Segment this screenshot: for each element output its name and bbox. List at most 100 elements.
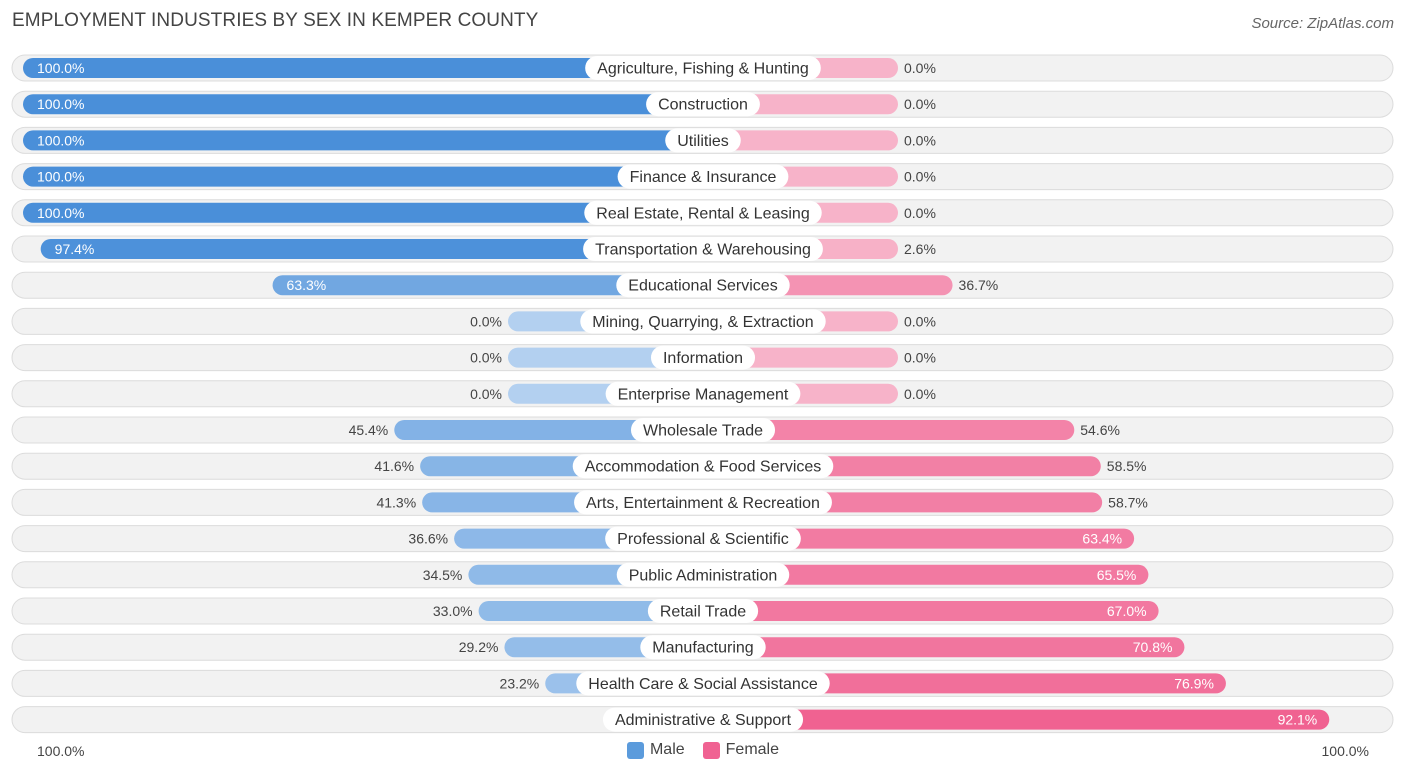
category-label-pill bbox=[647, 599, 759, 623]
chart-title: EMPLOYMENT INDUSTRIES BY SEX IN KEMPER C… bbox=[12, 10, 539, 31]
male-value-label: 45.4% bbox=[349, 422, 389, 438]
female-value-label: 54.6% bbox=[1080, 422, 1120, 438]
female-value-label: 0.0% bbox=[904, 96, 936, 112]
male-bar bbox=[478, 601, 703, 621]
category-label: Wholesale Trade bbox=[643, 423, 763, 440]
female-value-label: 0.0% bbox=[904, 169, 936, 185]
female-value-label: 36.7% bbox=[959, 277, 999, 293]
category-label: Finance & Insurance bbox=[630, 169, 777, 186]
category-label: Information bbox=[663, 350, 743, 367]
male-bar bbox=[23, 58, 703, 78]
female-value-label: 67.0% bbox=[1107, 603, 1147, 619]
category-label-pill bbox=[617, 164, 789, 189]
category-label-pill bbox=[585, 56, 821, 80]
female-value-label: 0.0% bbox=[904, 386, 936, 402]
male-bar bbox=[23, 166, 703, 187]
male-bar bbox=[23, 202, 703, 223]
female-value-label: 58.5% bbox=[1107, 458, 1147, 474]
source-note: Source: ZipAtlas.com bbox=[1251, 15, 1394, 32]
axis-left-label: 100.0% bbox=[37, 743, 85, 759]
male-value-label: 41.3% bbox=[376, 494, 416, 510]
category-label-pill bbox=[665, 128, 741, 153]
female-bar bbox=[703, 601, 1159, 621]
female-value-label: 70.8% bbox=[1133, 639, 1173, 655]
category-label-pill bbox=[583, 237, 823, 261]
category-label: Arts, Entertainment & Recreation bbox=[586, 495, 820, 512]
axis-right-label: 100.0% bbox=[1321, 743, 1369, 759]
category-label: Professional & Scientific bbox=[617, 531, 789, 548]
male-value-label: 36.6% bbox=[408, 531, 448, 547]
category-label-pill bbox=[584, 200, 822, 225]
male-value-label: 100.0% bbox=[37, 169, 84, 185]
category-label-pill bbox=[630, 418, 776, 442]
category-label-pill bbox=[616, 273, 790, 298]
male-bar bbox=[23, 130, 703, 151]
legend-female-label: Female bbox=[725, 741, 780, 758]
male-value-label: 0.0% bbox=[470, 313, 502, 329]
category-label: Public Administration bbox=[629, 567, 778, 584]
legend: Male Female bbox=[0, 741, 1406, 759]
category-label-pill bbox=[574, 490, 832, 515]
legend-item-male: Male bbox=[626, 741, 685, 759]
legend-item-female: Female bbox=[702, 741, 780, 759]
legend-male-swatch bbox=[626, 741, 644, 759]
female-value-label: 92.1% bbox=[1278, 712, 1318, 728]
category-label-pill bbox=[605, 381, 801, 406]
female-value-label: 0.0% bbox=[904, 60, 936, 76]
female-value-label: 2.6% bbox=[904, 241, 936, 257]
male-bar bbox=[394, 420, 703, 440]
category-label: Manufacturing bbox=[652, 640, 753, 657]
female-value-label: 58.7% bbox=[1108, 494, 1148, 510]
female-value-label: 65.5% bbox=[1097, 567, 1137, 583]
female-bar bbox=[703, 528, 1135, 549]
category-label-pill bbox=[572, 454, 834, 479]
female-bar bbox=[703, 637, 1185, 658]
legend-male-label: Male bbox=[649, 741, 685, 758]
category-label-pill bbox=[605, 526, 801, 551]
male-value-label: 100.0% bbox=[37, 205, 84, 221]
category-label: Utilities bbox=[677, 133, 729, 150]
female-value-label: 0.0% bbox=[904, 205, 936, 221]
category-label: Transportation & Warehousing bbox=[595, 242, 811, 259]
male-value-label: 100.0% bbox=[37, 96, 84, 112]
category-label: Health Care & Social Assistance bbox=[588, 676, 818, 693]
male-bar bbox=[272, 275, 703, 296]
female-bar bbox=[703, 130, 898, 151]
category-label: Enterprise Management bbox=[618, 386, 789, 403]
male-value-label: 23.2% bbox=[500, 675, 540, 691]
male-value-label: 0.0% bbox=[470, 350, 502, 366]
category-label-pill bbox=[602, 707, 804, 732]
male-value-label: 41.6% bbox=[374, 458, 414, 474]
female-bar bbox=[703, 673, 1226, 694]
female-bar bbox=[703, 420, 1075, 440]
category-label-pill bbox=[650, 345, 756, 370]
female-value-label: 0.0% bbox=[904, 313, 936, 329]
male-bar bbox=[23, 94, 703, 115]
male-value-label: 100.0% bbox=[37, 132, 84, 148]
female-bar bbox=[703, 564, 1149, 585]
category-label: Mining, Quarrying, & Extraction bbox=[592, 314, 813, 331]
male-value-label: 29.2% bbox=[459, 639, 499, 655]
female-value-label: 63.4% bbox=[1082, 531, 1122, 547]
legend-female-swatch bbox=[702, 741, 720, 759]
male-bar bbox=[40, 239, 704, 259]
female-bar bbox=[703, 709, 1330, 730]
male-value-label: 97.4% bbox=[55, 241, 95, 257]
male-value-label: 0.0% bbox=[470, 386, 502, 402]
female-value-label: 0.0% bbox=[904, 350, 936, 366]
male-value-label: 34.5% bbox=[423, 567, 463, 583]
category-label: Real Estate, Rental & Leasing bbox=[596, 205, 809, 222]
category-label: Educational Services bbox=[628, 278, 777, 295]
chart-area: 100.0% 0.0% Agriculture, Fishing & Hunting… bbox=[11, 54, 1394, 734]
male-value-label: 63.3% bbox=[287, 277, 327, 293]
category-label: Accommodation & Food Services bbox=[585, 459, 822, 476]
female-value-label: 0.0% bbox=[904, 132, 936, 148]
category-label-pill bbox=[580, 309, 826, 334]
male-value-label: 100.0% bbox=[37, 60, 84, 76]
category-label-pill bbox=[616, 562, 790, 587]
category-label: Administrative & Support bbox=[615, 712, 792, 729]
category-label-pill bbox=[640, 635, 766, 660]
male-value-label: 33.0% bbox=[433, 603, 473, 619]
female-value-label: 76.9% bbox=[1174, 675, 1214, 691]
category-label: Construction bbox=[658, 97, 748, 114]
